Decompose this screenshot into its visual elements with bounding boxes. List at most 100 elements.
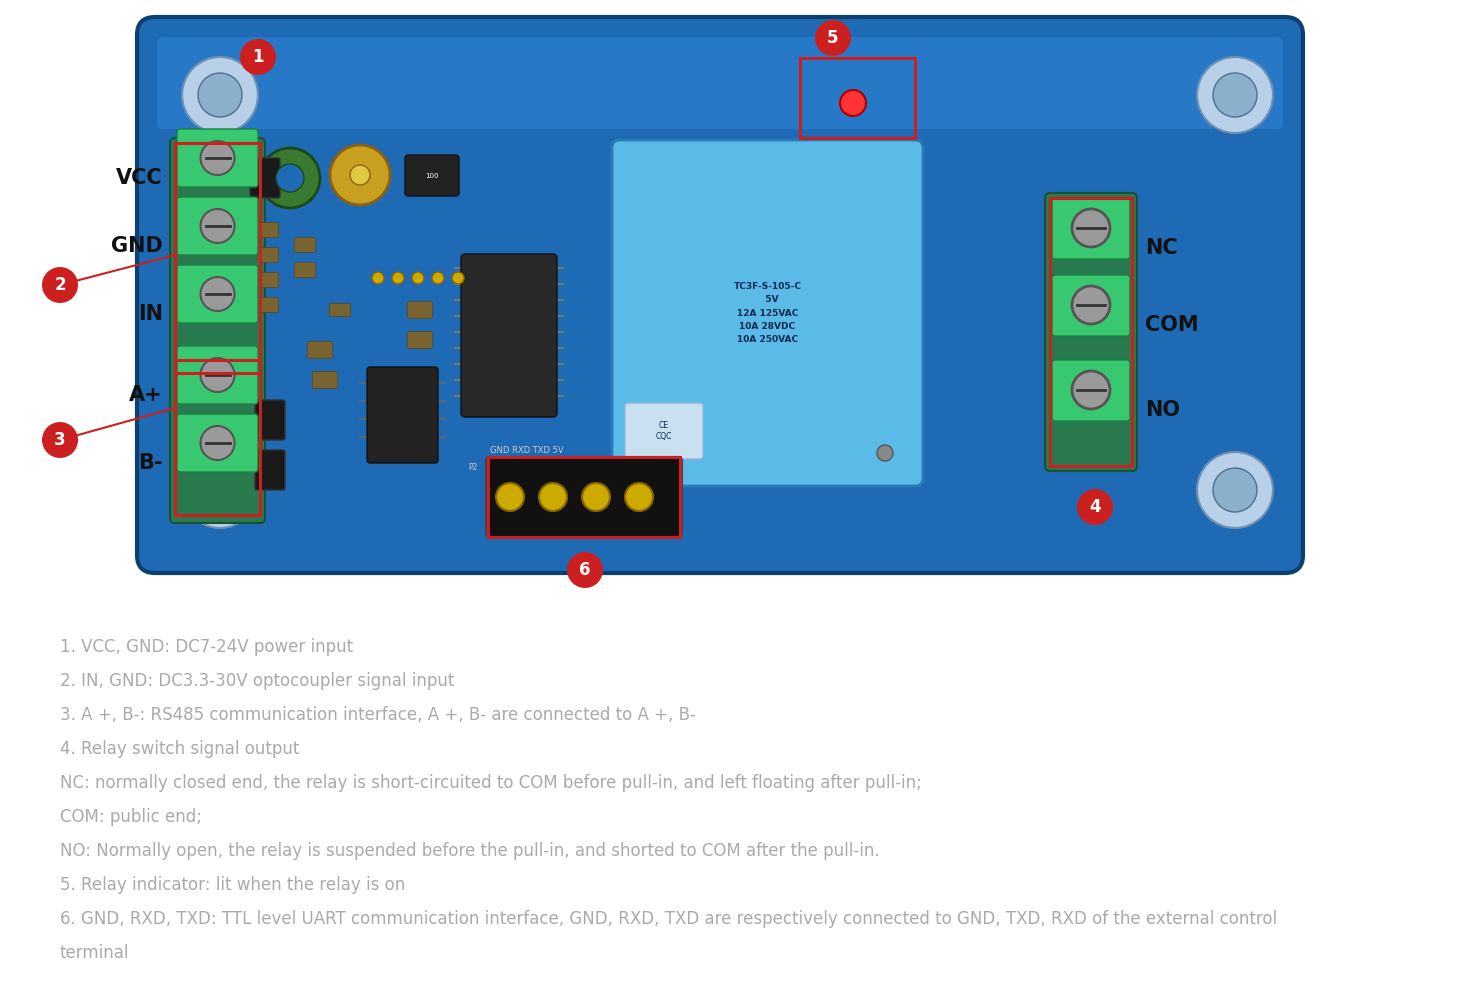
- FancyBboxPatch shape: [408, 302, 432, 319]
- Text: 6. GND, RXD, TXD: TTL level UART communication interface, GND, RXD, TXD are resp: 6. GND, RXD, TXD: TTL level UART communi…: [60, 910, 1277, 928]
- Text: NO: Normally open, the relay is suspended before the pull-in, and shorted to COM: NO: Normally open, the relay is suspende…: [60, 842, 880, 860]
- FancyBboxPatch shape: [408, 332, 432, 349]
- Circle shape: [391, 272, 405, 284]
- Circle shape: [201, 426, 235, 460]
- Circle shape: [201, 277, 235, 311]
- Circle shape: [182, 57, 258, 133]
- Text: 100: 100: [425, 173, 438, 179]
- Text: 4: 4: [1089, 498, 1101, 516]
- Text: NC: normally closed end, the relay is short-circuited to COM before pull-in, and: NC: normally closed end, the relay is sh…: [60, 774, 922, 792]
- FancyBboxPatch shape: [157, 37, 1283, 129]
- Circle shape: [840, 90, 866, 116]
- Circle shape: [1078, 489, 1113, 525]
- Circle shape: [198, 73, 242, 117]
- FancyBboxPatch shape: [258, 247, 279, 263]
- FancyBboxPatch shape: [625, 403, 704, 459]
- FancyBboxPatch shape: [295, 237, 315, 253]
- FancyBboxPatch shape: [330, 304, 350, 317]
- FancyBboxPatch shape: [295, 263, 315, 278]
- Circle shape: [1072, 286, 1110, 324]
- Circle shape: [432, 272, 444, 284]
- Text: TC3F-S-105-C
   5V
12A 125VAC
10A 28VDC
10A 250VAC: TC3F-S-105-C 5V 12A 125VAC 10A 28VDC 10A…: [733, 282, 802, 344]
- FancyBboxPatch shape: [1053, 360, 1130, 421]
- Text: COM: COM: [1145, 315, 1199, 335]
- FancyBboxPatch shape: [170, 138, 265, 523]
- Text: P2: P2: [469, 463, 478, 472]
- FancyBboxPatch shape: [255, 400, 284, 440]
- Circle shape: [372, 272, 384, 284]
- Circle shape: [815, 20, 850, 56]
- FancyBboxPatch shape: [258, 298, 279, 313]
- FancyBboxPatch shape: [366, 367, 438, 463]
- Text: 6: 6: [579, 561, 591, 579]
- FancyBboxPatch shape: [1053, 275, 1130, 336]
- Text: 4. Relay switch signal output: 4. Relay switch signal output: [60, 740, 299, 758]
- Text: NO: NO: [1145, 400, 1180, 420]
- Circle shape: [201, 141, 235, 175]
- Circle shape: [539, 483, 567, 511]
- Circle shape: [201, 358, 235, 392]
- Bar: [488, 457, 680, 537]
- Text: A+: A+: [129, 385, 163, 405]
- Circle shape: [198, 468, 242, 512]
- Circle shape: [240, 39, 276, 75]
- Bar: [800, 58, 915, 138]
- Circle shape: [567, 552, 603, 588]
- FancyBboxPatch shape: [1053, 198, 1130, 259]
- Bar: [174, 143, 259, 373]
- Circle shape: [1212, 73, 1256, 117]
- FancyBboxPatch shape: [136, 17, 1303, 573]
- Text: 1: 1: [252, 48, 264, 66]
- Text: GND: GND: [111, 236, 163, 256]
- FancyBboxPatch shape: [177, 346, 258, 404]
- Text: CE
CQC: CE CQC: [655, 421, 673, 440]
- FancyBboxPatch shape: [255, 450, 284, 490]
- Text: 3. A +, B-: RS485 communication interface, A +, B- are connected to A +, B-: 3. A +, B-: RS485 communication interfac…: [60, 706, 696, 724]
- Circle shape: [625, 483, 652, 511]
- FancyBboxPatch shape: [258, 273, 279, 288]
- FancyBboxPatch shape: [611, 140, 924, 486]
- Circle shape: [1198, 57, 1272, 133]
- FancyBboxPatch shape: [1045, 193, 1138, 471]
- Circle shape: [276, 164, 303, 192]
- Circle shape: [452, 272, 465, 284]
- FancyBboxPatch shape: [258, 222, 279, 237]
- Text: 2. IN, GND: DC3.3-30V optocoupler signal input: 2. IN, GND: DC3.3-30V optocoupler signal…: [60, 672, 454, 690]
- Text: terminal: terminal: [60, 944, 129, 962]
- FancyBboxPatch shape: [487, 457, 682, 537]
- FancyBboxPatch shape: [177, 197, 258, 255]
- Text: GND RXD TXD 5V: GND RXD TXD 5V: [490, 446, 563, 455]
- Text: 3: 3: [54, 431, 66, 449]
- Text: IN: IN: [138, 304, 163, 324]
- Text: 5: 5: [827, 29, 839, 47]
- FancyBboxPatch shape: [177, 414, 258, 472]
- FancyBboxPatch shape: [308, 342, 333, 359]
- Circle shape: [43, 267, 78, 303]
- Circle shape: [412, 272, 424, 284]
- Text: 2: 2: [54, 276, 66, 294]
- Circle shape: [496, 483, 523, 511]
- Text: COM: public end;: COM: public end;: [60, 808, 202, 826]
- Circle shape: [182, 452, 258, 528]
- FancyBboxPatch shape: [405, 155, 459, 196]
- Circle shape: [350, 165, 369, 185]
- FancyBboxPatch shape: [460, 254, 557, 417]
- Circle shape: [1072, 371, 1110, 409]
- Circle shape: [201, 209, 235, 243]
- Circle shape: [1072, 209, 1110, 247]
- Circle shape: [582, 483, 610, 511]
- Text: NC: NC: [1145, 238, 1177, 258]
- FancyBboxPatch shape: [177, 129, 258, 187]
- Circle shape: [1198, 452, 1272, 528]
- Text: VCC: VCC: [116, 168, 163, 188]
- Bar: [1050, 198, 1132, 466]
- FancyBboxPatch shape: [251, 158, 280, 198]
- Text: B-: B-: [138, 453, 163, 473]
- Circle shape: [642, 445, 658, 461]
- Text: 5. Relay indicator: lit when the relay is on: 5. Relay indicator: lit when the relay i…: [60, 876, 405, 894]
- Circle shape: [43, 422, 78, 458]
- Circle shape: [1212, 468, 1256, 512]
- Text: 1. VCC, GND: DC7-24V power input: 1. VCC, GND: DC7-24V power input: [60, 638, 353, 656]
- Circle shape: [259, 148, 320, 208]
- Circle shape: [330, 145, 390, 205]
